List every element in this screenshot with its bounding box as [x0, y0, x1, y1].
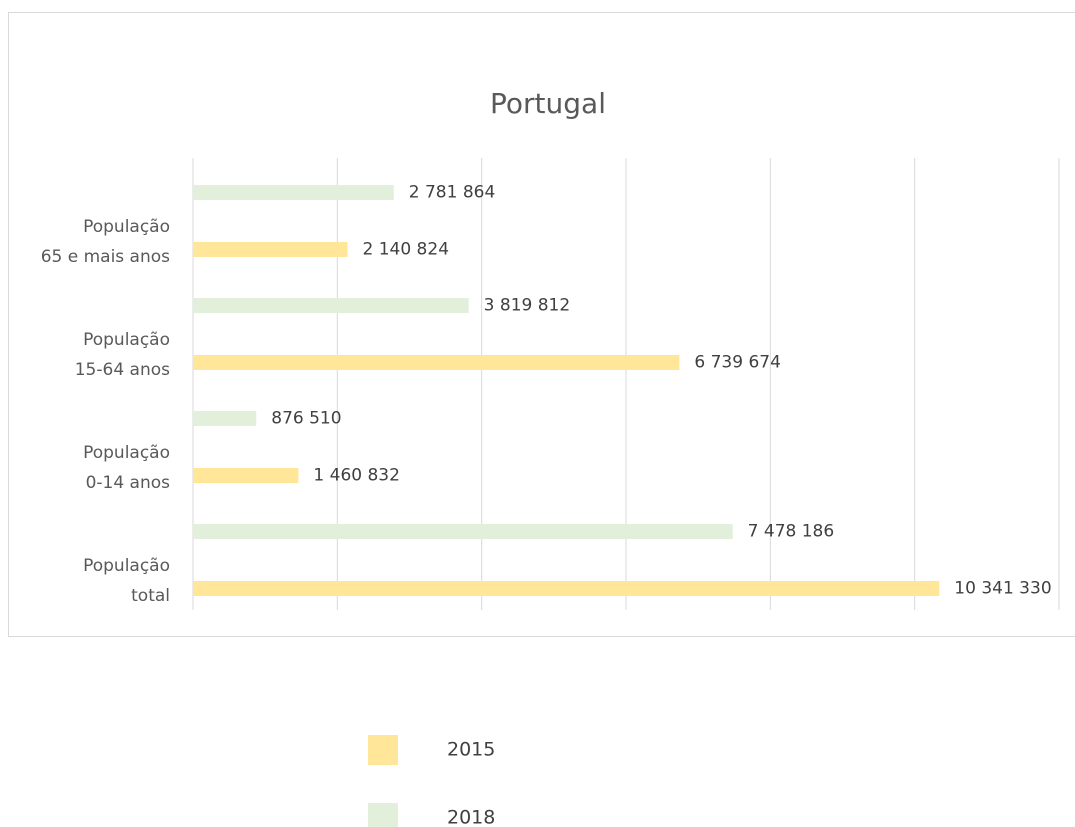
data-label: 2 140 824	[362, 240, 449, 260]
bar	[193, 524, 733, 539]
y-tick-label: População 15-64 anos	[74, 329, 170, 380]
legend-label: 2018	[447, 807, 495, 827]
y-tick-label: População total	[83, 555, 170, 606]
data-label: 6 739 674	[694, 353, 781, 373]
data-label: 1 460 832	[313, 466, 400, 486]
bar	[193, 185, 394, 200]
bar	[193, 581, 940, 596]
legend-swatch	[368, 735, 398, 765]
legend-label: 2015	[447, 739, 495, 761]
bar	[193, 355, 680, 370]
bar	[193, 298, 469, 313]
y-tick-label: População 65 e mais anos	[40, 216, 170, 267]
data-label: 2 781 864	[409, 183, 496, 203]
legend-swatch	[368, 803, 398, 827]
data-label: 3 819 812	[484, 296, 571, 316]
data-label: 10 341 330	[954, 579, 1051, 599]
data-label: 876 510	[271, 409, 341, 429]
data-label: 7 478 186	[748, 522, 835, 542]
bar	[193, 468, 299, 483]
chart-border	[8, 12, 1075, 637]
y-tick-label: População 0-14 anos	[83, 442, 170, 493]
chart-title: Portugal	[490, 87, 606, 120]
bar	[193, 411, 257, 426]
bar	[193, 242, 348, 257]
